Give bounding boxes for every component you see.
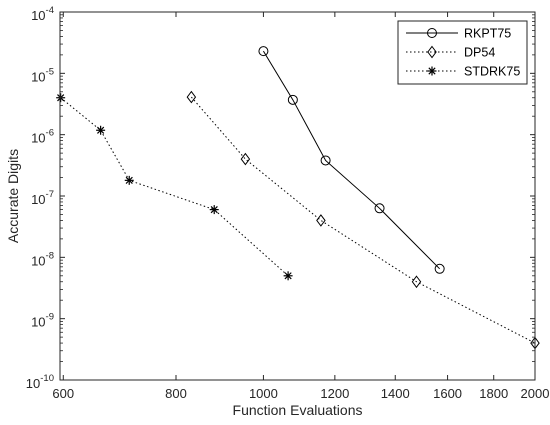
asterisk-stroke	[428, 67, 436, 75]
legend-label: STDRK75	[464, 65, 520, 79]
y-tick-label-exponent: -8	[46, 250, 54, 261]
y-tick-label-base: 10	[31, 192, 45, 207]
x-axis-title: Function Evaluations	[233, 402, 363, 418]
y-tick-label: 10-9	[31, 312, 54, 330]
series-rkpt75	[258, 46, 445, 274]
asterisk-stroke	[97, 126, 105, 134]
y-tick-label-base: 10	[31, 315, 45, 330]
legend-item: STDRK75	[406, 65, 520, 79]
y-tick-label: 10-6	[31, 128, 54, 146]
legend: RKPT75 DP54 STDRK75	[397, 20, 528, 85]
y-tick-label-exponent: -6	[46, 128, 54, 139]
data-point	[316, 214, 326, 227]
y-tick-label-base: 10	[31, 253, 45, 268]
data-point	[209, 205, 219, 215]
y-tick-label: 10-8	[31, 250, 54, 268]
y-tick-label-base: 10	[31, 69, 45, 84]
x-tick-label: 1400	[381, 386, 410, 401]
legend-label: RKPT75	[464, 27, 511, 41]
series-line	[262, 50, 441, 270]
y-tick-label-exponent: -7	[46, 189, 54, 200]
data-point	[240, 152, 251, 166]
series-layer	[56, 46, 540, 350]
legend-label: DP54	[464, 46, 495, 60]
x-tick-label: 600	[52, 386, 74, 401]
y-tick-label: 10-4	[31, 5, 54, 23]
data-point	[96, 125, 106, 135]
y-tick-label: 10-5	[31, 66, 54, 84]
data-point	[283, 271, 293, 281]
x-tick-label: 1200	[320, 386, 349, 401]
legend-marker	[427, 28, 437, 38]
asterisk-stroke	[210, 206, 218, 214]
legend-item: DP54	[406, 46, 495, 60]
legend-item: RKPT75	[406, 27, 511, 41]
axes-layer: 600 800 1000 1200 1400 1600 1800 200010-1010-91…	[26, 5, 550, 401]
legend-marker	[427, 66, 437, 76]
x-tick-label: 1600	[433, 386, 462, 401]
x-tick-label: 800	[165, 386, 187, 401]
y-tick-label-base: 10	[31, 131, 45, 146]
data-point	[434, 263, 445, 274]
data-point	[186, 90, 197, 104]
data-point	[374, 203, 385, 214]
data-point	[320, 155, 331, 166]
y-tick-label-base: 10	[26, 376, 40, 391]
data-point	[124, 175, 134, 185]
asterisk-stroke	[284, 272, 292, 280]
y-tick-label: 10-10	[26, 373, 54, 391]
y-tick-label-exponent: -4	[46, 5, 54, 16]
series-stdrk75	[56, 93, 293, 281]
y-tick-label: 10-7	[31, 189, 54, 207]
series-dp54	[186, 90, 540, 350]
y-tick-label-exponent: -5	[46, 66, 54, 77]
y-axis-title: Accurate Digits	[5, 149, 21, 243]
x-tick-label: 1800	[479, 386, 508, 401]
data-point	[287, 94, 298, 105]
y-tick-label-exponent: -10	[40, 373, 54, 384]
asterisk-stroke	[125, 176, 133, 184]
data-point	[258, 46, 269, 57]
x-tick-label: 1000	[249, 386, 278, 401]
y-tick-label-exponent: -9	[46, 312, 54, 323]
x-tick-label: 2000	[521, 386, 550, 401]
legend-marker	[427, 45, 437, 59]
data-point	[411, 275, 422, 289]
y-tick-label-base: 10	[31, 8, 45, 23]
